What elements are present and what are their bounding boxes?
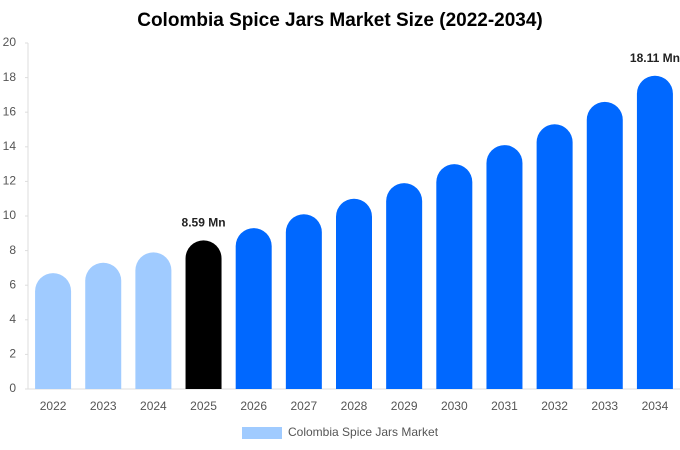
bar [185,240,222,389]
x-tick-label: 2033 [591,399,618,413]
y-tick-label: 4 [9,312,16,326]
y-tick-label: 6 [9,277,16,291]
y-tick-label: 12 [3,174,17,188]
bar [235,228,272,389]
bar [486,145,523,389]
bar [285,214,322,389]
bar [135,252,172,389]
bar [636,75,673,389]
x-tick-label: 2026 [240,399,267,413]
x-tick-label: 2030 [441,399,468,413]
legend-swatch [242,427,282,439]
x-tick-label: 2031 [491,399,518,413]
y-tick-label: 16 [3,104,17,118]
x-tick-label: 2023 [90,399,117,413]
bar [436,164,473,389]
bar [85,262,122,389]
y-tick-label: 14 [3,139,17,153]
y-tick-label: 10 [3,208,17,222]
chart-title: Colombia Spice Jars Market Size (2022-20… [137,10,543,31]
x-tick-label: 2029 [391,399,418,413]
x-tick-label: 2032 [541,399,568,413]
bar [35,273,72,389]
bar [386,183,423,389]
x-tick-label: 2028 [341,399,368,413]
x-tick-label: 2022 [40,399,67,413]
value-label: 8.59 Mn [182,216,226,230]
bar [586,101,623,389]
y-tick-label: 18 [3,70,17,84]
y-tick-label: 2 [9,347,16,361]
x-tick-label: 2025 [190,399,217,413]
y-tick-label: 20 [3,35,17,49]
x-tick-label: 2034 [642,399,669,413]
x-tick-label: 2027 [290,399,317,413]
bar [536,124,573,390]
bar [336,198,372,389]
value-label: 18.11 Mn [630,51,680,65]
y-tick-label: 8 [9,243,16,257]
x-tick-label: 2024 [140,399,167,413]
legend-label: Colombia Spice Jars Market [288,425,439,439]
y-tick-label: 0 [9,381,16,395]
